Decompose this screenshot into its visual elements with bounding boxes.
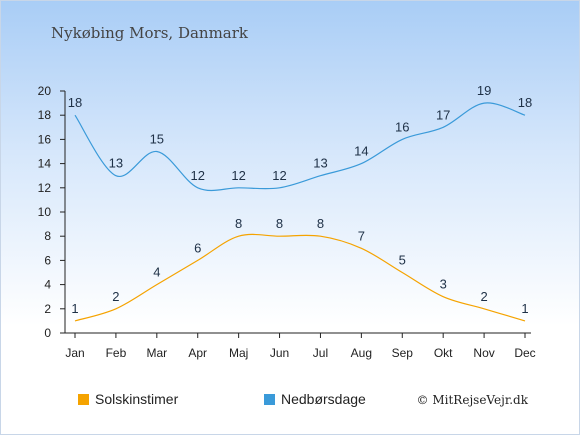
- x-tick-label: Jan: [65, 346, 84, 360]
- legend-swatch-nedborsdage: [264, 394, 275, 405]
- x-tick-label: Mar: [146, 346, 167, 360]
- x-tick-label: Nov: [473, 346, 494, 360]
- x-tick-label: Okt: [434, 346, 453, 360]
- data-label-solskinstimer: 1: [71, 301, 78, 316]
- data-label-nedborsdage: 17: [436, 107, 450, 122]
- y-tick-label: 18: [38, 108, 52, 122]
- chart-title: Nykøbing Mors, Danmark: [51, 24, 249, 42]
- y-tick-label: 16: [38, 132, 52, 146]
- legend-label-nedborsdage: Nedbørsdage: [281, 391, 366, 407]
- legend-swatch-solskinstimer: [78, 394, 89, 405]
- legend: Solskinstimer Nedbørsdage: [78, 391, 366, 407]
- y-tick-label: 6: [44, 253, 51, 267]
- y-tick-label: 14: [38, 157, 52, 171]
- data-label-solskinstimer: 2: [112, 289, 119, 304]
- data-label-nedborsdage: 13: [109, 156, 123, 171]
- y-tick-label: 4: [44, 278, 51, 292]
- data-label-solskinstimer: 8: [276, 216, 283, 231]
- x-tick-label: Jun: [270, 346, 289, 360]
- data-label-solskinstimer: 6: [194, 240, 201, 255]
- data-label-nedborsdage: 19: [477, 83, 491, 98]
- data-label-nedborsdage: 12: [272, 168, 286, 183]
- x-tick-label: Sep: [392, 346, 414, 360]
- data-label-solskinstimer: 4: [153, 265, 160, 280]
- y-tick-label: 8: [44, 229, 51, 243]
- legend-label-solskinstimer: Solskinstimer: [95, 391, 179, 407]
- x-tick-label: Apr: [188, 346, 207, 360]
- x-tick-label: Maj: [229, 346, 248, 360]
- credit-text: © MitRejseVejr.dk: [417, 393, 529, 407]
- data-label-nedborsdage: 18: [518, 95, 532, 110]
- data-label-solskinstimer: 2: [480, 289, 487, 304]
- x-tick-label: Jul: [313, 346, 328, 360]
- data-label-solskinstimer: 1: [521, 301, 528, 316]
- data-label-solskinstimer: 8: [317, 216, 324, 231]
- x-tick-label: Aug: [351, 346, 372, 360]
- x-tick-label: Dec: [514, 346, 535, 360]
- data-label-nedborsdage: 15: [150, 132, 164, 147]
- data-label-nedborsdage: 16: [395, 119, 409, 134]
- data-label-solskinstimer: 7: [358, 228, 365, 243]
- y-tick-label: 20: [38, 84, 52, 98]
- data-label-nedborsdage: 12: [231, 168, 245, 183]
- data-label-nedborsdage: 18: [68, 95, 82, 110]
- y-tick-label: 10: [38, 205, 52, 219]
- x-tick-label: Feb: [106, 346, 127, 360]
- series-line-nedborsdage: [74, 102, 526, 192]
- data-label-solskinstimer: 3: [440, 277, 447, 292]
- data-label-solskinstimer: 5: [399, 253, 406, 268]
- series-lines: [74, 102, 526, 322]
- series-line-solskinstimer: [74, 233, 526, 322]
- y-tick-label: 12: [38, 181, 52, 195]
- y-tick-label: 2: [44, 302, 51, 316]
- y-tick-label: 0: [44, 326, 51, 340]
- data-label-nedborsdage: 13: [313, 156, 327, 171]
- data-label-solskinstimer: 8: [235, 216, 242, 231]
- data-label-nedborsdage: 14: [354, 144, 368, 159]
- data-label-nedborsdage: 12: [190, 168, 204, 183]
